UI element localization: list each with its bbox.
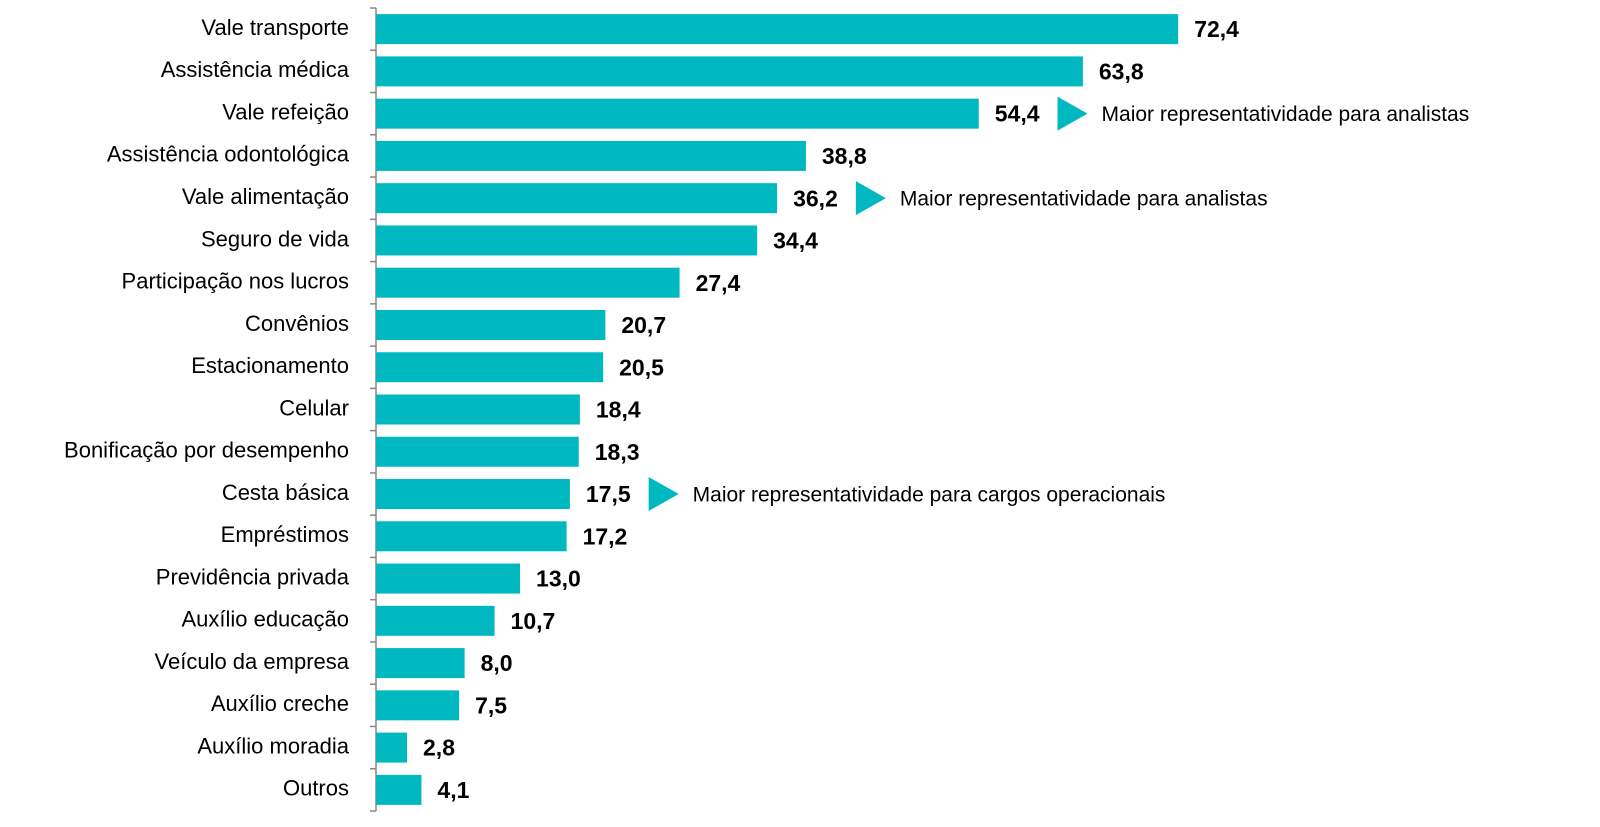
bar [376, 14, 1179, 45]
value-label: 38,8 [822, 143, 867, 169]
annotation: Maior representatividade para cargos ope… [693, 484, 1166, 507]
bar [376, 774, 422, 805]
value-label: 4,1 [437, 777, 469, 803]
category-label: Cesta básica [222, 480, 350, 505]
category-label: Vale refeição [222, 99, 349, 124]
annotation-arrow [855, 181, 886, 216]
value-label: 17,2 [583, 523, 628, 549]
value-label: 7,5 [475, 692, 507, 718]
value-label: 63,8 [1099, 58, 1144, 84]
value-label: 2,8 [423, 735, 455, 761]
annotation-arrow [1057, 96, 1088, 131]
bar [376, 648, 465, 679]
category-label: Auxílio educação [181, 607, 349, 632]
category-label: Bonificação por desempenho [64, 438, 349, 463]
category-label: Auxílio creche [211, 691, 349, 716]
annotation: Maior representatividade para analistas [1102, 103, 1470, 126]
bar [376, 394, 580, 425]
value-label: 20,7 [621, 312, 666, 338]
category-label: Vale transporte [201, 15, 349, 40]
bar [376, 352, 604, 383]
value-label: 20,5 [619, 354, 664, 380]
bar [376, 732, 408, 763]
value-label: 36,2 [793, 185, 838, 211]
category-label: Celular [279, 395, 349, 420]
bar [376, 309, 606, 340]
value-label: 18,3 [595, 439, 640, 465]
bar [376, 225, 758, 256]
category-label: Convênios [245, 311, 349, 336]
bar [376, 98, 979, 129]
bar [376, 56, 1083, 87]
category-label: Empréstimos [221, 522, 349, 547]
category-label: Participação nos lucros [122, 269, 349, 294]
category-label: Previdência privada [156, 564, 350, 589]
bar [376, 140, 806, 171]
category-label: Veículo da empresa [155, 649, 350, 674]
value-label: 18,4 [596, 397, 641, 423]
bar [376, 690, 460, 721]
value-label: 8,0 [481, 650, 513, 676]
annotation: Maior representatividade para analistas [900, 188, 1268, 211]
value-label: 72,4 [1194, 16, 1239, 42]
category-label: Vale alimentação [182, 184, 349, 209]
bar [376, 521, 567, 552]
category-label: Assistência odontológica [107, 142, 350, 167]
value-label: 10,7 [511, 608, 556, 634]
value-label: 54,4 [995, 101, 1040, 127]
value-label: 27,4 [696, 270, 741, 296]
value-label: 34,4 [773, 228, 818, 254]
value-label: 13,0 [536, 566, 581, 592]
bar [376, 436, 579, 467]
bar [376, 563, 521, 594]
category-label: Estacionamento [191, 353, 349, 378]
category-label: Auxílio moradia [197, 733, 349, 758]
category-label: Assistência médica [161, 57, 350, 82]
category-label: Outros [283, 776, 349, 801]
bar [376, 183, 778, 214]
category-label: Seguro de vida [201, 226, 350, 251]
annotation-arrow [648, 477, 679, 512]
bar [376, 605, 495, 636]
bar [376, 479, 570, 510]
bar [376, 267, 680, 298]
value-label: 17,5 [586, 481, 631, 507]
